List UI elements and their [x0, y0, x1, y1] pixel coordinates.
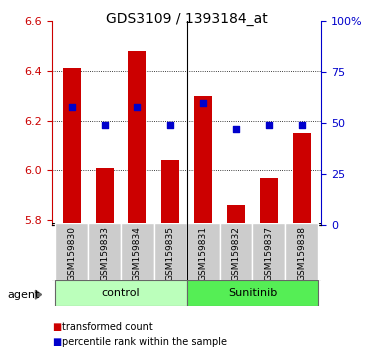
- Bar: [219, 223, 253, 281]
- Point: [167, 122, 173, 128]
- Text: percentile rank within the sample: percentile rank within the sample: [62, 337, 227, 347]
- Text: GSM159835: GSM159835: [166, 226, 175, 281]
- Bar: [154, 223, 187, 281]
- Text: Sunitinib: Sunitinib: [228, 288, 277, 298]
- Text: GSM159834: GSM159834: [133, 226, 142, 281]
- Text: GDS3109 / 1393184_at: GDS3109 / 1393184_at: [106, 12, 268, 27]
- Text: GSM159833: GSM159833: [100, 226, 109, 281]
- Bar: [161, 160, 179, 225]
- Bar: [128, 51, 146, 225]
- Text: GSM159837: GSM159837: [264, 226, 273, 281]
- Text: GSM159832: GSM159832: [231, 226, 241, 281]
- Text: GSM159831: GSM159831: [199, 226, 208, 281]
- Bar: [55, 223, 88, 281]
- Bar: [285, 223, 318, 281]
- Bar: [227, 205, 245, 225]
- Bar: [63, 68, 81, 225]
- Text: ■: ■: [52, 337, 61, 347]
- Point: [134, 104, 141, 110]
- Point: [266, 122, 272, 128]
- Bar: [88, 223, 121, 281]
- Bar: [194, 96, 212, 225]
- Point: [200, 100, 206, 105]
- Bar: [293, 133, 311, 225]
- Bar: [121, 223, 154, 281]
- Text: ■: ■: [52, 322, 61, 332]
- Point: [69, 104, 75, 110]
- Text: GSM159830: GSM159830: [67, 226, 76, 281]
- Bar: [95, 168, 114, 225]
- Bar: [187, 223, 219, 281]
- Bar: [253, 223, 285, 281]
- Bar: [55, 280, 187, 306]
- Point: [233, 126, 239, 132]
- Text: GSM159838: GSM159838: [297, 226, 306, 281]
- Text: agent: agent: [7, 290, 39, 299]
- Point: [299, 122, 305, 128]
- Bar: [260, 178, 278, 225]
- Text: transformed count: transformed count: [62, 322, 152, 332]
- Point: [102, 122, 108, 128]
- Bar: [187, 280, 318, 306]
- Polygon shape: [35, 290, 42, 299]
- Text: control: control: [102, 288, 140, 298]
